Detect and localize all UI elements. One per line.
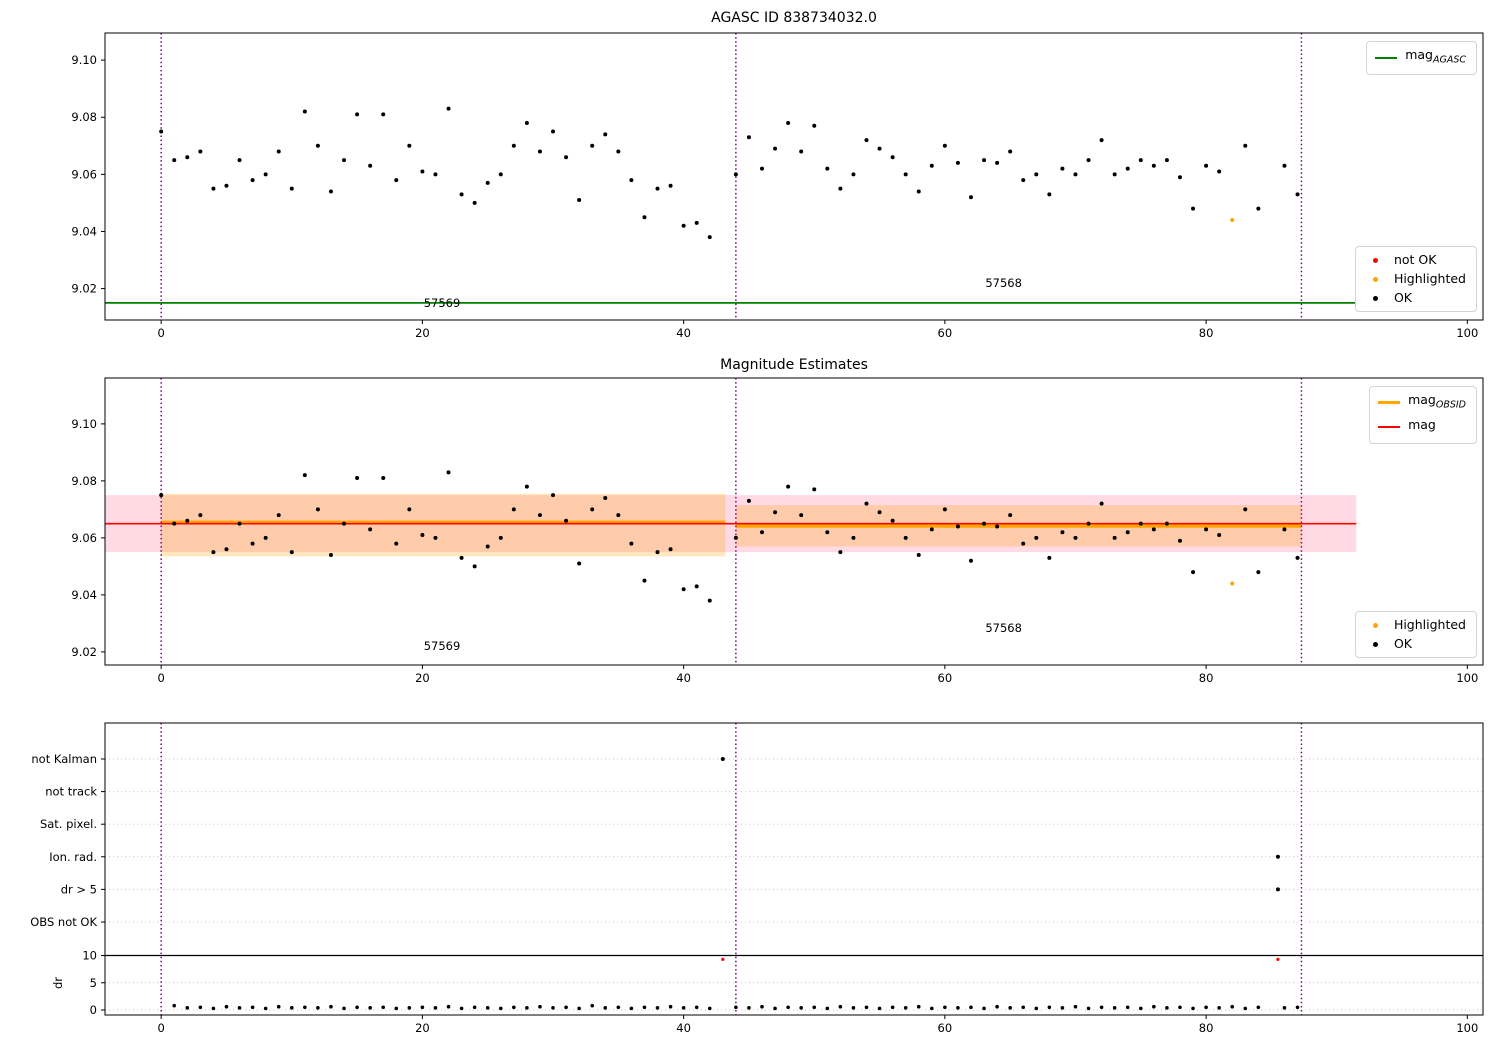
dr-tick-label: 0 [90,1003,97,1017]
category-label: not Kalman [31,752,97,766]
category-label: dr > 5 [61,882,97,896]
dot-swatch [1372,295,1378,301]
x-tick-label: 0 [158,1021,165,1035]
x-tick-label: 20 [415,326,430,340]
legend-label: Highlighted [1393,271,1466,286]
x-tick-label: 100 [1456,1021,1478,1035]
x-tick-label: 80 [1199,1021,1214,1035]
legend-item: magAGASC [1375,48,1466,68]
ok-points [159,106,1300,240]
x-tick-label: 80 [1199,326,1214,340]
y-tick-label: 9.10 [71,417,97,431]
x-tick-label: 60 [938,671,953,685]
y-tick-label: 9.04 [71,224,97,238]
ok-points [159,470,1300,603]
top-plot-title: AGASC ID 838734032.0 [711,10,877,26]
legend-mag-agasc: magAGASC [1366,41,1477,75]
legend-item: Highlighted [1364,272,1466,286]
legend-item: Highlighted [1364,618,1466,632]
obsid-label: 57569 [424,296,461,310]
legend-item: magOBSID [1378,393,1466,413]
y-tick-label: 9.02 [71,645,97,659]
legend-point-classes-middle: Highlighted OK [1354,611,1477,658]
x-tick-label: 100 [1456,671,1478,685]
obsid-label: 57568 [985,621,1022,635]
top-axes: 57569 57568 0 20 40 60 80 100 9.02 9.04 9.06 9.08 9.… [71,32,1484,340]
middle-axes: 57569 57568 0 20 40 60 80 100 9.02 9.04 9.06 9.08 9.… [71,377,1484,685]
x-tick-label: 40 [676,671,691,685]
legend-label: Highlighted [1393,617,1466,632]
legend-label: not OK [1393,252,1437,267]
x-tick-label: 0 [158,326,165,340]
dot-swatch [1372,622,1378,628]
y-tick-label: 9.04 [71,588,97,602]
x-tick-label: 0 [158,671,165,685]
legend-label: OK [1393,290,1412,305]
legend-point-classes-top: not OK Highlighted OK [1354,246,1477,312]
obsid-band [161,493,726,557]
dot-swatch [1372,641,1378,647]
y-tick-label: 9.06 [71,167,97,181]
x-tick-label: 20 [415,671,430,685]
x-tick-label: 60 [938,326,953,340]
flag-points [720,757,1280,892]
dr-tick-label: 10 [82,949,97,963]
legend-item: OK [1364,637,1466,651]
bottom-axes: not Kalman not track Sat. pixel. Ion. rad. d… [30,722,1484,1035]
y-tick-label: 9.08 [71,110,97,124]
x-tick-label: 60 [938,1021,953,1035]
line-swatch [1378,426,1401,429]
line-swatch [1375,56,1398,59]
legend-label: OK [1393,636,1412,651]
highlighted-points [1230,218,1235,223]
category-label: OBS not OK [30,915,97,929]
y-tick-label: 9.06 [71,531,97,545]
dot-swatch [1372,257,1378,263]
dot-swatch [1372,276,1378,282]
obsid-label: 57568 [985,276,1022,290]
dr-tick-label: 5 [90,976,97,990]
x-tick-label: 20 [415,1021,430,1035]
middle-plot-title: Magnitude Estimates [720,357,868,373]
x-tick-label: 40 [676,1021,691,1035]
dr-axis-label: dr [51,977,65,989]
x-tick-label: 100 [1456,326,1478,340]
highlighted-points [1230,581,1235,586]
category-label: Ion. rad. [49,850,97,864]
category-label: not track [45,785,97,799]
x-tick-label: 80 [1199,671,1214,685]
dr-not-ok-points [721,957,1280,961]
dr-points [172,1003,1300,1011]
legend-label: magOBSID [1408,392,1466,411]
line-swatch [1378,401,1401,405]
legend-label: mag [1408,416,1436,432]
category-label: Sat. pixel. [40,817,97,831]
y-tick-label: 9.08 [71,474,97,488]
legend-label: magAGASC [1405,47,1466,66]
legend-item: mag [1378,416,1466,438]
obsid-label: 57569 [424,639,461,653]
legend-item: OK [1364,291,1466,305]
y-tick-label: 9.02 [71,282,97,296]
y-tick-label: 9.10 [71,53,97,67]
legend-item: not OK [1364,253,1466,267]
legend-mag-obsid: magOBSID mag [1369,386,1477,444]
x-tick-label: 40 [676,326,691,340]
